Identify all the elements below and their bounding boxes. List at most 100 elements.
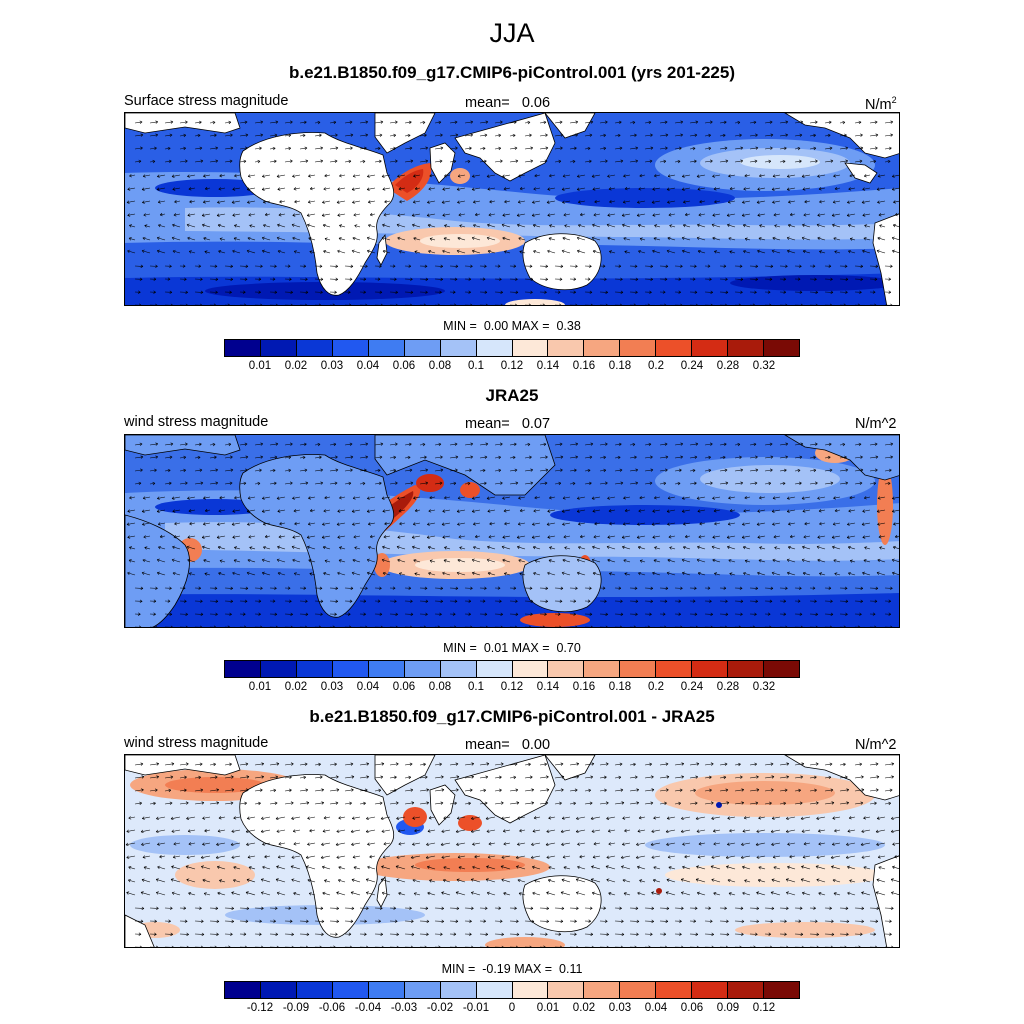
wind-vector-arrowhead bbox=[679, 932, 682, 936]
wind-vector-arrow bbox=[494, 134, 501, 137]
wind-vector-arrowhead bbox=[257, 159, 261, 164]
wind-vector-arrowhead bbox=[485, 442, 489, 446]
wind-vector-arrowhead bbox=[814, 788, 817, 792]
wind-vector-arrowhead bbox=[858, 442, 862, 447]
wind-vector-arrow bbox=[189, 572, 196, 576]
wind-vector-arrow bbox=[668, 866, 676, 870]
wind-vector-arrowhead bbox=[309, 508, 313, 513]
wind-vector-arrowhead bbox=[633, 625, 637, 627]
wind-vector-arrowhead bbox=[411, 535, 415, 539]
wind-vector-arrow bbox=[129, 225, 136, 228]
wind-vector-arrowhead bbox=[303, 120, 307, 124]
wind-vector-arrowhead bbox=[288, 133, 292, 138]
wind-vector-arrowhead bbox=[155, 586, 158, 590]
wind-vector-arrowhead bbox=[680, 264, 683, 268]
wind-vector-arrowhead bbox=[397, 174, 400, 178]
wind-vector-arrow bbox=[479, 443, 489, 446]
wind-vector-arrow bbox=[231, 855, 241, 858]
wind-vector-arrowhead bbox=[487, 571, 491, 576]
wind-vector-arrow bbox=[696, 559, 706, 563]
wind-vector-arrow bbox=[884, 802, 891, 805]
wind-vector-arrow bbox=[561, 250, 571, 254]
wind-vector-arrow bbox=[187, 535, 196, 538]
wind-vector-arrow bbox=[591, 496, 601, 499]
wind-vector-arrow bbox=[804, 200, 811, 203]
wind-vector-arrow bbox=[367, 559, 376, 563]
wind-vector-arrowhead bbox=[483, 919, 486, 923]
wind-vector-arrowhead bbox=[200, 290, 204, 294]
wind-vector-arrowhead bbox=[204, 186, 208, 191]
wind-vector-arrow bbox=[188, 509, 196, 512]
wind-vector-arrowhead bbox=[694, 455, 698, 459]
wind-vector-arrow bbox=[479, 776, 488, 779]
wind-vector-arrowhead bbox=[139, 120, 143, 124]
wind-vector-arrowhead bbox=[482, 599, 486, 603]
wind-vector-arrowhead bbox=[440, 133, 443, 137]
wind-vector-arrowhead bbox=[395, 865, 399, 869]
wind-vector-arrow bbox=[374, 134, 383, 137]
wind-vector-arrowhead bbox=[381, 865, 385, 869]
wind-vector-arrow bbox=[638, 509, 646, 512]
wind-vector-arrow bbox=[299, 802, 310, 805]
wind-vector-arrowhead bbox=[528, 625, 532, 627]
wind-vector-arrow bbox=[863, 816, 871, 819]
wind-vector-arrowhead bbox=[336, 855, 340, 859]
wind-vector-arrowhead bbox=[215, 290, 218, 294]
wind-vector-arrowhead bbox=[288, 468, 291, 473]
wind-vector-arrowhead bbox=[414, 829, 418, 833]
wind-vector-arrow bbox=[727, 535, 736, 538]
wind-vector-arrow bbox=[850, 238, 856, 241]
wind-vector-arrowhead bbox=[577, 174, 580, 178]
wind-vector-arrow bbox=[239, 789, 249, 792]
wind-vector-arrow bbox=[284, 469, 291, 472]
wind-vector-arrow bbox=[713, 842, 721, 845]
wind-vector-arrowhead bbox=[845, 481, 849, 485]
wind-vector-arrowhead bbox=[664, 120, 668, 124]
wind-vector-arrowhead bbox=[739, 455, 742, 459]
wind-vector-arrow bbox=[366, 816, 376, 820]
wind-vector-arrowhead bbox=[606, 855, 610, 859]
wind-vector-arrow bbox=[159, 855, 166, 858]
wind-vector-arrowhead bbox=[170, 303, 173, 305]
wind-vector-arrow bbox=[369, 855, 376, 858]
wind-vector-arrow bbox=[194, 160, 204, 163]
wind-vector-arrow bbox=[224, 802, 234, 805]
colorbar-cell bbox=[440, 982, 477, 998]
wind-vector-arrow bbox=[697, 250, 706, 254]
panel-1-max-label: MAX = bbox=[511, 319, 550, 333]
wind-vector-arrowhead bbox=[692, 468, 696, 473]
wind-vector-arrowhead bbox=[589, 264, 592, 268]
wind-vector-arrowhead bbox=[695, 442, 699, 446]
wind-vector-arrowhead bbox=[504, 572, 507, 576]
wind-vector-arrowhead bbox=[438, 442, 442, 447]
wind-vector-arrowhead bbox=[863, 866, 867, 870]
wind-vector-arrow bbox=[667, 496, 676, 499]
wind-vector-arrowhead bbox=[770, 586, 774, 590]
wind-vector-arrow bbox=[143, 496, 151, 499]
wind-vector-arrowhead bbox=[332, 625, 336, 627]
wind-vector-arrowhead bbox=[337, 535, 341, 539]
wind-vector-arrow bbox=[743, 572, 751, 576]
wind-vector-arrowhead bbox=[395, 612, 398, 616]
wind-vector-arrowhead bbox=[739, 264, 743, 268]
wind-vector-arrowhead bbox=[602, 586, 606, 590]
wind-vector-arrow bbox=[577, 250, 586, 254]
wind-vector-arrow bbox=[307, 816, 316, 819]
wind-vector-arrowhead bbox=[785, 625, 788, 627]
wind-vector-arrow bbox=[269, 776, 278, 779]
wind-vector-arrow bbox=[336, 522, 346, 525]
wind-vector-arrowhead bbox=[802, 571, 806, 576]
wind-vector-arrow bbox=[494, 121, 503, 124]
wind-vector-arrow bbox=[204, 573, 211, 576]
wind-vector-arrowhead bbox=[142, 174, 146, 178]
wind-vector-arrow bbox=[674, 147, 682, 150]
wind-vector-arrowhead bbox=[469, 788, 473, 792]
wind-vector-arrow bbox=[486, 559, 496, 563]
wind-vector-arrow bbox=[293, 509, 301, 512]
wind-vector-arrow bbox=[682, 842, 691, 845]
wind-vector-arrowhead bbox=[728, 892, 732, 896]
wind-vector-arrow bbox=[683, 546, 691, 550]
wind-vector-arrowhead bbox=[887, 159, 891, 164]
wind-vector-arrow bbox=[249, 547, 256, 550]
wind-vector-arrowhead bbox=[513, 442, 517, 446]
